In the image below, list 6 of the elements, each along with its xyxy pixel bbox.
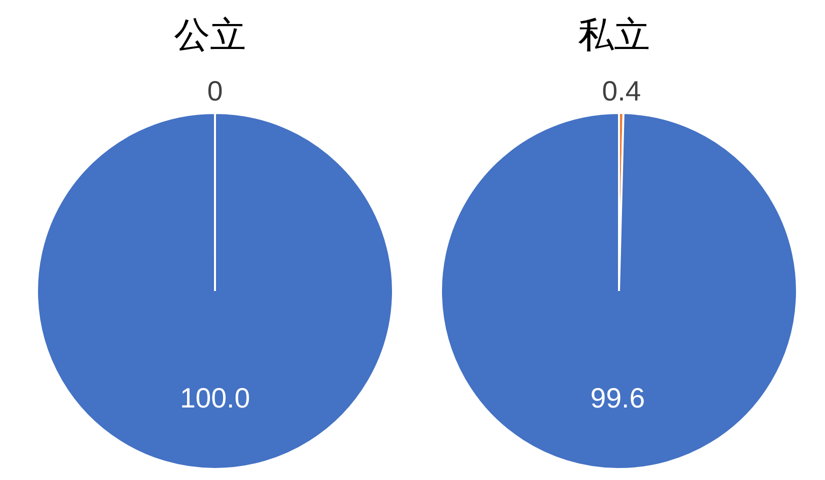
text: 0 (207, 76, 223, 106)
data-label: 0.4 (602, 76, 641, 107)
data-label: 99.6 (590, 382, 645, 414)
data-label: 100.0 (180, 382, 250, 414)
chart-title: 私立 (578, 14, 650, 58)
chart-title: 公立 (174, 14, 246, 58)
